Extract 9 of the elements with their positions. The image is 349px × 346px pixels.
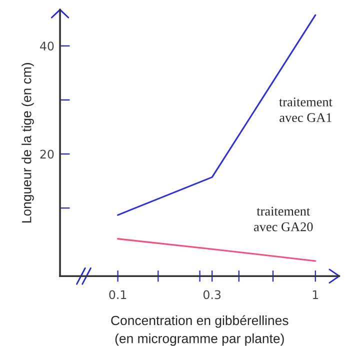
x-axis-title: Concentration en gibbérellines (en microgramme par plante) xyxy=(111,315,288,346)
y-tick-label: 20 xyxy=(40,150,54,159)
y-axis-title: Longueur de la tige (en cm) xyxy=(22,63,34,222)
x-tick-label: 0.3 xyxy=(203,290,221,300)
series-label: traitement avec GA20 xyxy=(254,206,313,232)
y-tick-label: 40 xyxy=(40,42,54,51)
x-tick-label: 0.1 xyxy=(109,290,126,300)
series-label: traitement avec GA1 xyxy=(279,98,332,122)
x-tick-label: 1 xyxy=(312,290,318,299)
